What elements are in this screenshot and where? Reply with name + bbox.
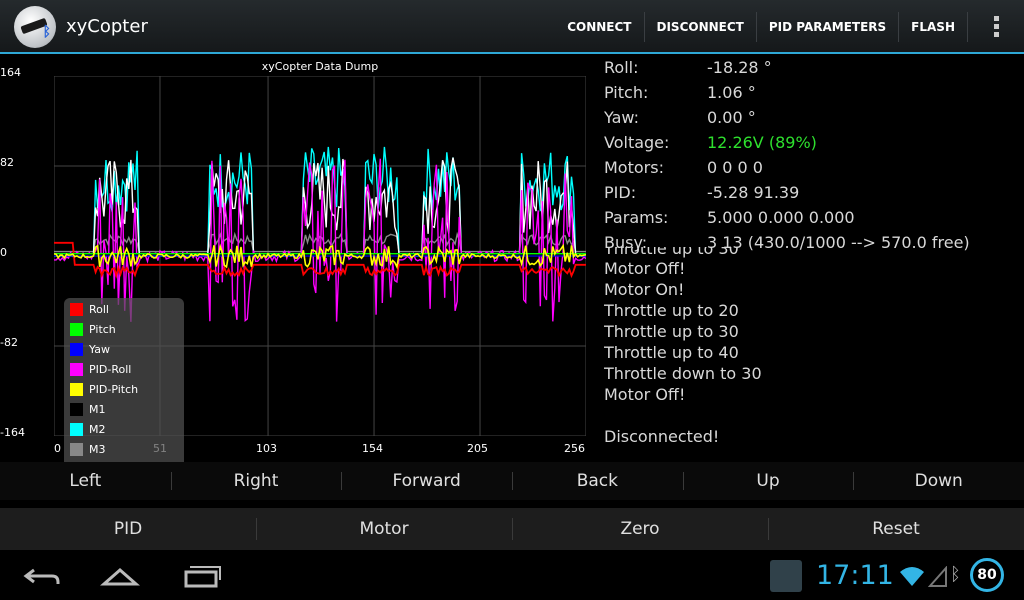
legend-swatch [70,402,83,416]
left-button[interactable]: Left [69,471,102,491]
legend-label: Yaw [89,342,110,356]
busy-value: 3 13 (430.0/1000 --> 570.0 free) [707,233,970,252]
battery-level-badge: 80 [970,558,1004,592]
zero-button[interactable]: Zero [512,508,768,550]
y-tick: -164 [0,426,25,439]
system-bar: 17:11 ᛒ 80 [0,552,1024,600]
yaw-value: 0.00 ° [707,108,756,127]
legend-item: M2 [70,421,106,437]
pid-value: -5.28 91.39 [707,183,800,202]
data-dump-chart: xyCopter Data Dump 164 82 0 -82 -164 0 5… [0,56,600,482]
down-button[interactable]: Down [853,462,1024,500]
log-line: Throttle up to 20 [604,301,739,320]
series-roll-line [54,241,586,279]
x-tick: 103 [256,442,277,455]
params-value: 5.000 0.000 0.000 [707,208,855,227]
legend-item: M3 [70,441,106,457]
pid-label: PID: [604,183,637,202]
legend-swatch [70,302,83,316]
legend-label: PID-Pitch [89,382,139,396]
legend-item: PID-Roll [70,361,131,377]
yaw-label: Yaw: [604,108,639,127]
action-menu: CONNECT DISCONNECT PID PARAMETERS FLASH [555,0,968,54]
roll-value: -18.28 ° [707,58,772,77]
legend-swatch [70,422,83,436]
roll-label: Roll: [604,58,639,77]
log-line: Throttle up to 40 [604,343,739,362]
legend-swatch [70,442,83,456]
pitch-value: 1.06 ° [707,83,756,102]
back-button[interactable]: Back [512,462,683,500]
legend-item: M1 [70,401,106,417]
chart-series [54,146,586,323]
legend-swatch [70,322,83,336]
signal-icon [928,566,947,587]
legend-label: M3 [89,442,106,456]
params-label: Params: [604,208,669,227]
log-line: Motor On! [604,280,685,299]
wifi-icon [900,567,924,586]
motor-button[interactable]: Motor [256,508,512,550]
chart-legend: Roll Pitch Yaw PID-Roll PID-Pitch M1 M2 … [64,298,184,482]
action-bar: ᛒ xyCopter CONNECT DISCONNECT PID PARAME… [0,0,1024,54]
busy-label: Busy: [604,233,648,252]
pid-button[interactable]: PID [113,519,143,539]
y-tick: 82 [0,156,14,169]
voltage-value: 12.26V (89%) [707,133,817,152]
connect-button[interactable]: CONNECT [555,12,645,42]
forward-button[interactable]: Forward [341,462,512,500]
legend-item: Yaw [70,341,110,357]
app-title: xyCopter [66,16,148,37]
legend-item: PID-Pitch [70,381,138,397]
x-tick: 205 [467,442,488,455]
y-tick: -82 [0,336,18,349]
x-tick: 154 [362,442,383,455]
legend-label: M1 [89,402,106,416]
reset-button[interactable]: Reset [768,508,1024,550]
chart-plot-area [54,76,586,436]
home-nav-icon[interactable] [100,562,140,590]
screenshot-app-icon [770,560,802,592]
legend-swatch [70,382,83,396]
pid-parameters-button[interactable]: PID PARAMETERS [757,12,900,42]
x-tick: 0 [54,442,61,455]
series-m3-line [54,231,586,253]
legend-label: Roll [89,302,109,316]
overflow-menu-icon[interactable] [994,16,1000,38]
legend-label: M2 [89,422,106,436]
flash-button[interactable]: FLASH [899,12,968,42]
legend-swatch [70,362,83,376]
legend-item: Pitch [70,321,116,337]
log-line: Motor Off! [604,385,686,404]
log-line: Throttle down to 30 [604,364,762,383]
clock: 17:11 [816,560,894,591]
direction-controls: Left Right Forward Back Up Down [0,462,1024,500]
log-line: Throttle up to 30 [604,247,739,258]
motors-value: 0 0 0 0 [707,158,763,177]
y-tick: 164 [0,66,21,79]
x-tick: 256 [564,442,585,455]
log-line: Disconnected! [604,427,720,446]
series-pid-pitch-line [54,243,586,270]
log-line: Throttle up to 30 [604,322,739,341]
legend-swatch [70,342,83,356]
up-button[interactable]: Up [682,462,854,500]
recent-apps-nav-icon[interactable] [182,562,222,590]
event-log: Throttle up to 30 Motor Off! Motor On! T… [604,247,1024,457]
log-line: Motor Off! [604,259,686,278]
bluetooth-icon: ᛒ [950,564,961,585]
legend-label: PID-Roll [89,362,132,376]
y-tick: 0 [0,246,7,259]
disconnect-button[interactable]: DISCONNECT [645,12,757,42]
app-logo-icon: ᛒ [14,6,56,48]
right-button[interactable]: Right [170,462,342,500]
pitch-label: Pitch: [604,83,649,102]
back-nav-icon[interactable] [22,562,62,590]
motors-label: Motors: [604,158,664,177]
voltage-label: Voltage: [604,133,670,152]
legend-item: Roll [70,301,109,317]
legend-label: Pitch [89,322,116,336]
mode-controls: PID Motor Zero Reset [0,508,1024,550]
chart-title: xyCopter Data Dump [261,60,379,73]
